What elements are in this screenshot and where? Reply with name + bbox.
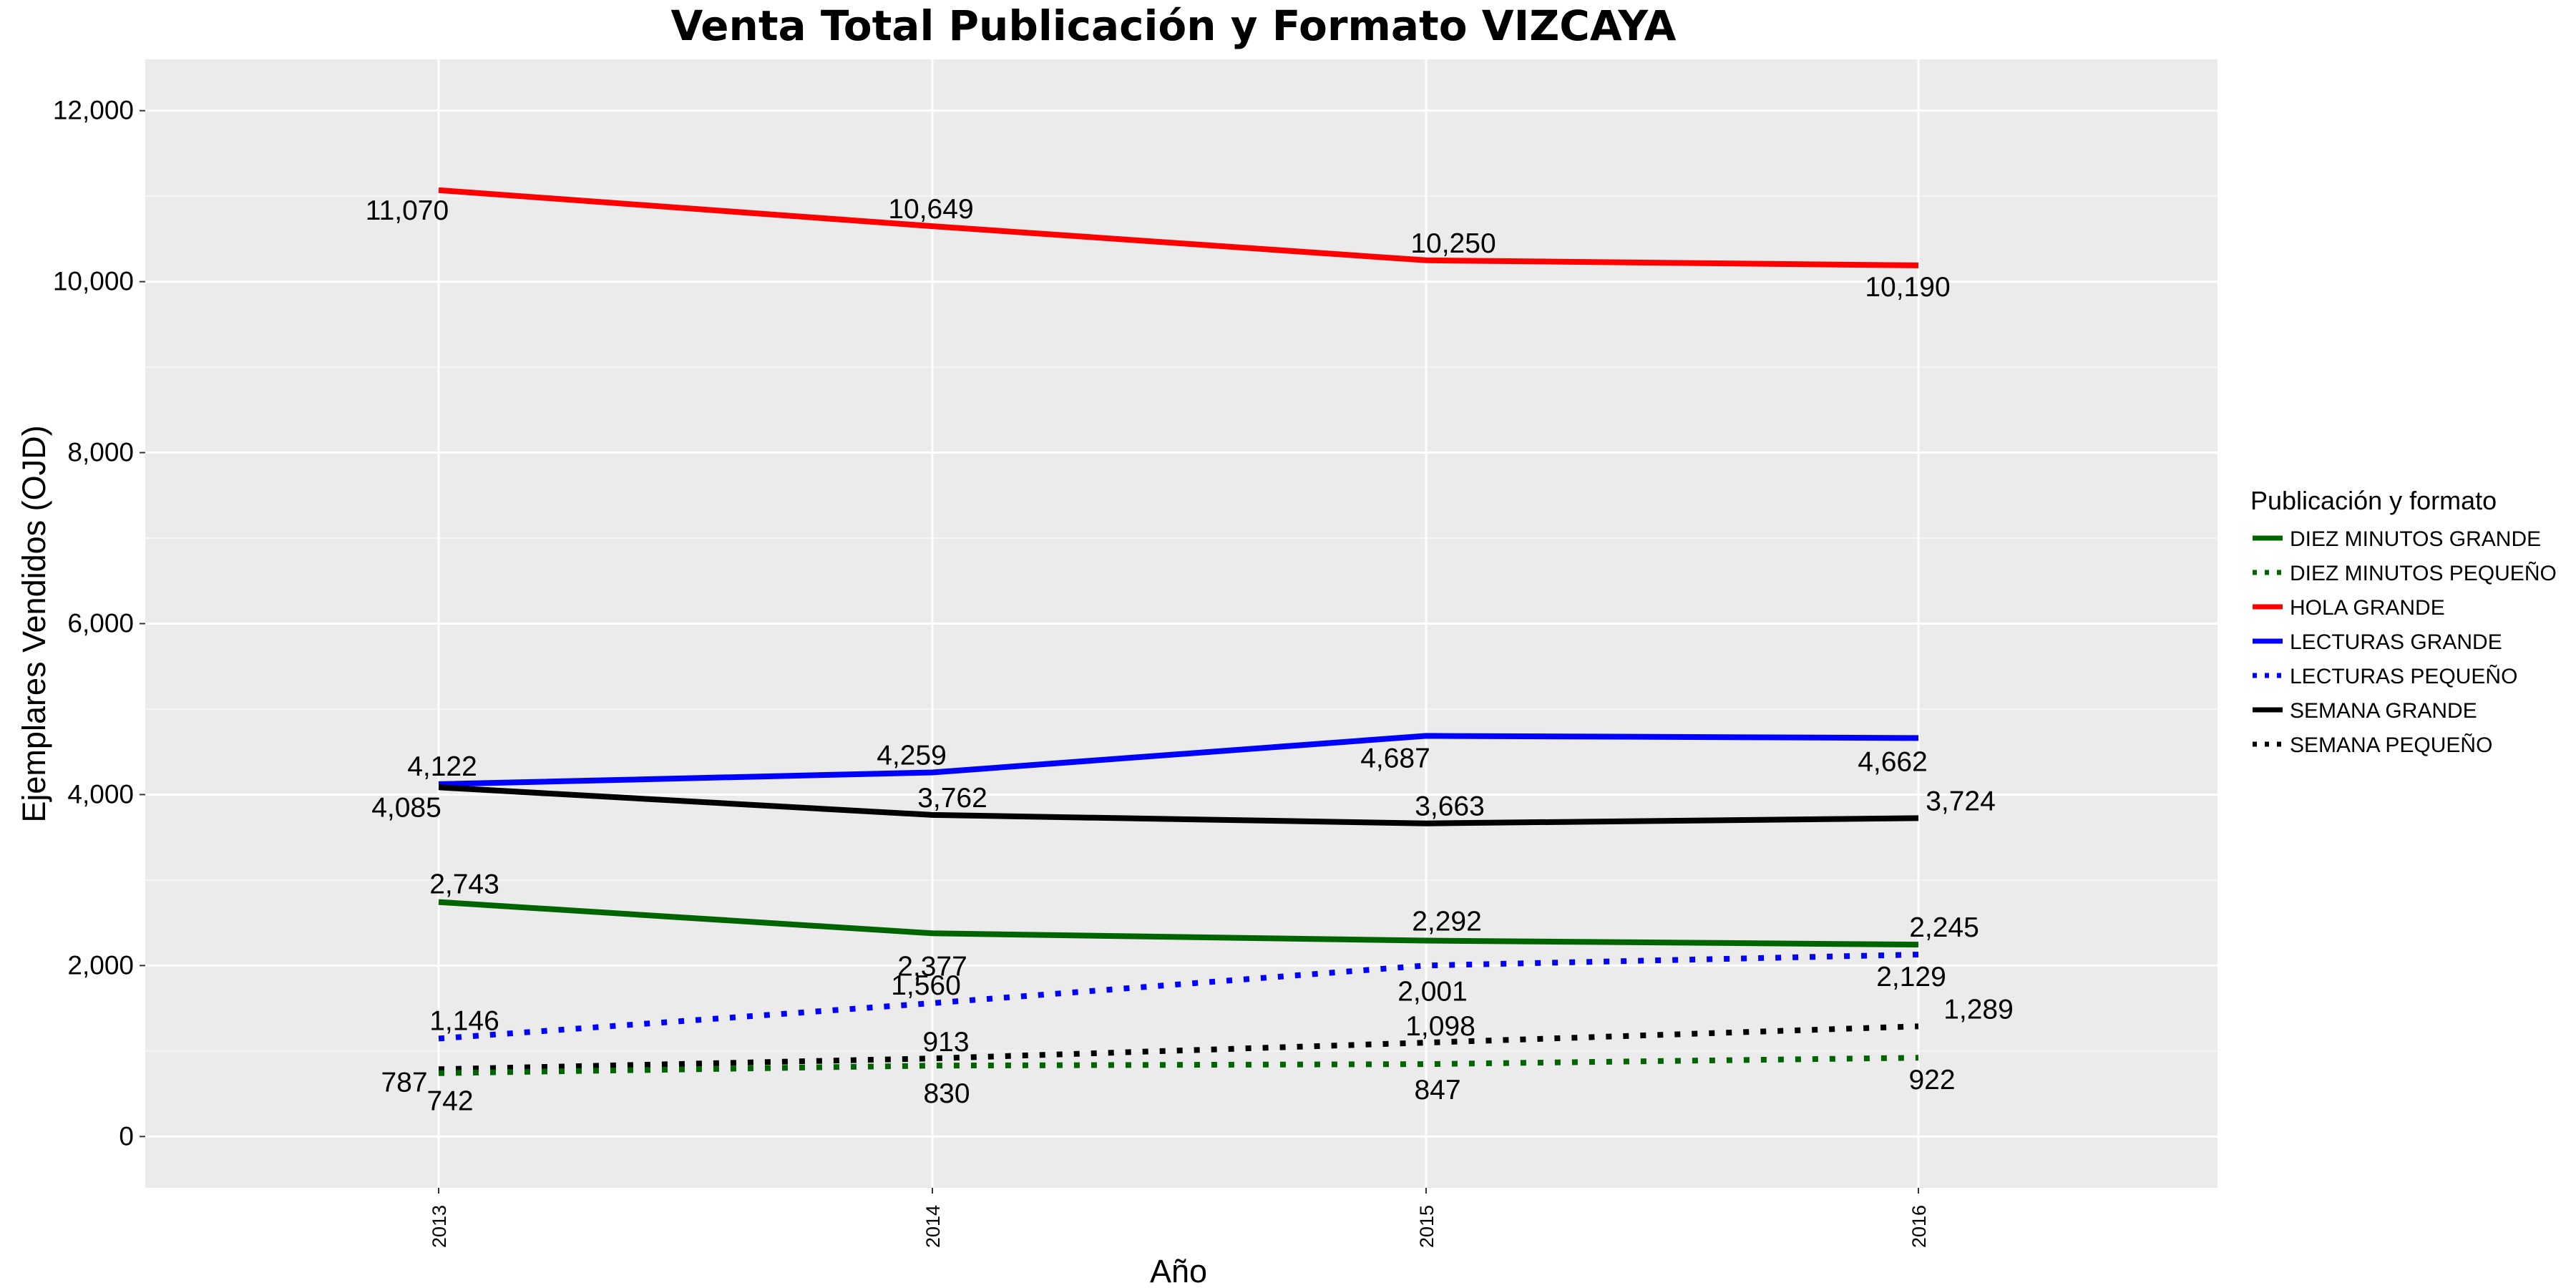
x-tick-label: 2014 [922,1205,944,1248]
series-line-diez-minutos-grande [438,899,1919,948]
legend: Publicación y formato DIEZ MINUTOS GRAND… [2250,486,2557,757]
data-label: 1,289 [1943,994,2014,1025]
y-tick-label: 4,000 [67,779,134,809]
series-line-semana-pequeño [438,1023,1919,1073]
y-axis: 0 2,000 4,000 6,000 8,000 10,000 12,000 [53,96,145,1151]
legend-item-label: LECTURAS GRANDE [2290,630,2502,654]
legend-item-label: LECTURAS PEQUEÑO [2290,664,2517,688]
y-tick-label: 12,000 [53,96,134,125]
data-label: 2,743 [429,869,499,900]
data-label: 4,122 [407,751,477,782]
data-label: 2,001 [1397,976,1468,1007]
data-label: 2,245 [1909,912,1979,943]
y-axis-label: Ejemplares Vendidos (OJD) [16,425,52,822]
data-label: 742 [426,1086,473,1117]
data-label: 2,292 [1412,906,1482,937]
data-label: 913 [922,1027,969,1058]
data-label: 847 [1414,1075,1460,1106]
series-line-hola-grande [438,187,1919,268]
y-tick-label: 2,000 [67,950,134,980]
chart-title: Venta Total Publicación y Formato VIZCAY… [670,1,1676,50]
data-label: 922 [1908,1065,1955,1096]
data-label: 830 [923,1078,970,1109]
series-line-semana-grande [438,784,1919,826]
legend-item-label: SEMANA PEQUEÑO [2290,733,2492,757]
data-label: 1,146 [429,1005,499,1036]
series-line-lecturas-grande [438,733,1919,787]
data-label: 10,649 [888,194,973,225]
data-label: 3,663 [1415,791,1485,822]
data-label: 3,762 [917,783,987,814]
x-axis-label: Año [1150,1253,1207,1288]
legend-item-label: SEMANA GRANDE [2290,699,2477,723]
data-label: 1,098 [1405,1011,1475,1042]
legend-item-label: HOLA GRANDE [2290,596,2445,620]
data-label: 10,250 [1410,228,1496,259]
legend-item-label: DIEZ MINUTOS PEQUEÑO [2290,561,2557,585]
data-labels: 2,743 2,377 2,292 2,245 742 830 847 922 11,070 10… [366,194,2014,1117]
data-label: 4,662 [1858,746,1928,777]
data-label: 3,724 [1926,786,1996,816]
x-tick-label: 2016 [1908,1205,1930,1248]
y-tick-label: 8,000 [67,438,134,467]
data-label: 2,377 [897,951,967,982]
legend-title: Publicación y formato [2250,486,2497,515]
y-tick-label: 10,000 [53,267,134,296]
x-tick-label: 2013 [429,1205,450,1248]
series-lines [438,187,1919,1076]
x-tick-label: 2015 [1416,1205,1438,1248]
data-label: 10,190 [1865,272,1950,303]
data-label: 787 [381,1067,427,1098]
series-line-diez-minutos-pequeño [438,1055,1919,1076]
data-label: 4,259 [877,740,947,771]
data-label: 11,070 [366,195,449,226]
y-tick-label: 6,000 [67,609,134,638]
series-line-lecturas-pequeño [438,952,1919,1042]
data-label: 4,085 [371,792,441,823]
x-axis: 2013 2014 2015 2016 [429,1188,1930,1248]
y-tick-label: 0 [119,1121,134,1151]
data-label: 2,129 [1876,962,1946,992]
legend-item-label: DIEZ MINUTOS GRANDE [2290,527,2541,551]
data-label: 1,560 [891,970,961,1001]
data-label: 4,687 [1360,743,1430,774]
